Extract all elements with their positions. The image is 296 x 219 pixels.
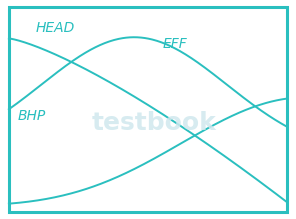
Text: testbook: testbook xyxy=(91,111,216,135)
Text: HEAD: HEAD xyxy=(36,21,75,35)
Text: EFF: EFF xyxy=(163,37,188,51)
Text: BHP: BHP xyxy=(18,109,46,123)
